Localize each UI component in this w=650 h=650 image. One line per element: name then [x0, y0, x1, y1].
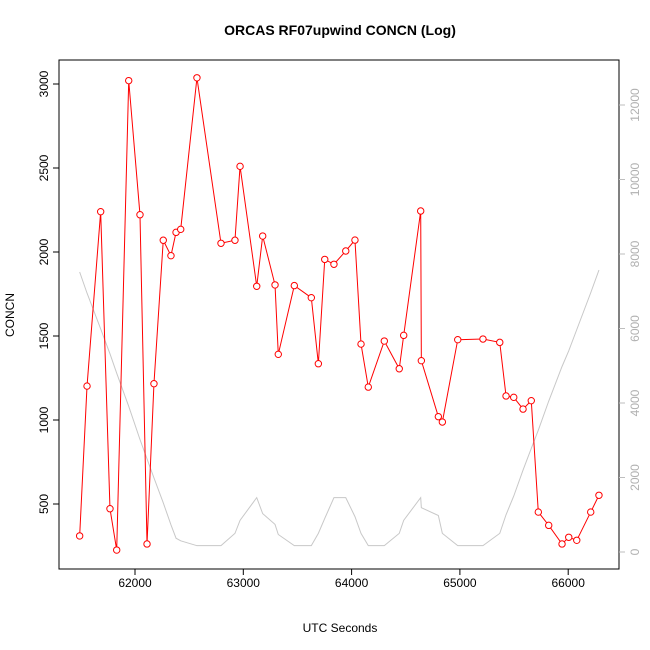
- data-point: [112, 546, 121, 554]
- data-point: [177, 225, 185, 234]
- data-point: [519, 405, 527, 413]
- x-tick-label: 63000: [227, 576, 261, 590]
- data-point: [496, 338, 504, 347]
- data-point: [351, 236, 359, 244]
- data-point: [587, 508, 595, 516]
- data-point: [502, 392, 510, 400]
- y-tick-label: 1500: [37, 322, 51, 349]
- data-point: [534, 508, 543, 516]
- y-tick-label: 3000: [37, 70, 51, 97]
- y-tick-label: 2000: [37, 238, 51, 265]
- data-point: [75, 532, 84, 540]
- data-point: [357, 340, 365, 348]
- concn-series: [75, 74, 603, 554]
- data-point: [438, 418, 447, 426]
- data-point: [342, 247, 350, 255]
- data-point: [193, 74, 201, 82]
- y2-tick-label: 8000: [628, 240, 642, 267]
- data-point: [434, 412, 443, 421]
- data-point: [399, 331, 408, 340]
- data-point: [167, 251, 175, 260]
- data-point: [150, 380, 158, 388]
- chart-title: ORCAS RF07upwind CONCN (Log): [224, 22, 456, 38]
- y-axis-left: 500 1000 1500 2000 2500 3000: [37, 70, 59, 514]
- data-point: [307, 293, 316, 302]
- y2-tick-label: 4000: [628, 389, 642, 416]
- plot-frame: [58, 59, 620, 570]
- data-point: [479, 335, 487, 343]
- secondary-line: [79, 269, 600, 547]
- data-point: [106, 505, 114, 513]
- y-tick-label: 500: [37, 494, 51, 514]
- y-tick-label: 2500: [37, 154, 51, 181]
- data-point: [417, 356, 426, 365]
- x-tick-label: 64000: [335, 576, 369, 590]
- y2-tick-label: 6000: [628, 315, 642, 342]
- x-axis-label: UTC Seconds: [303, 621, 378, 635]
- x-tick-label: 62000: [118, 576, 152, 590]
- data-point: [159, 236, 167, 244]
- data-point: [364, 383, 372, 391]
- y2-tick-label: 10000: [628, 162, 642, 196]
- data-point: [253, 282, 261, 290]
- data-point: [527, 396, 535, 405]
- x-axis: 62000 63000 64000 65000 66000: [118, 569, 585, 590]
- data-point: [321, 255, 329, 264]
- data-point: [595, 491, 603, 499]
- y2-tick-label: 0: [628, 548, 642, 555]
- x-tick-label: 65000: [443, 576, 477, 590]
- data-point: [258, 232, 267, 240]
- data-point: [125, 76, 133, 85]
- data-point: [573, 536, 581, 544]
- data-point: [454, 335, 462, 344]
- y-tick-label: 1000: [37, 406, 51, 433]
- y2-tick-label: 2000: [628, 464, 642, 491]
- x-tick-label: 66000: [552, 576, 586, 590]
- data-point: [136, 211, 144, 219]
- y-axis-label: CONCN: [3, 293, 17, 337]
- data-point: [510, 393, 518, 402]
- data-point: [380, 337, 389, 345]
- y-axis-right: 0 2000 4000 6000 8000 10000 12000: [619, 88, 642, 555]
- data-point: [236, 162, 244, 171]
- data-point: [83, 382, 91, 390]
- y2-tick-label: 12000: [628, 88, 642, 122]
- data-point: [565, 533, 573, 541]
- data-point: [395, 365, 403, 373]
- data-point: [231, 236, 239, 244]
- data-point: [290, 281, 299, 290]
- data-point: [330, 260, 338, 268]
- data-point: [274, 350, 282, 359]
- data-point: [217, 239, 225, 247]
- data-point: [416, 207, 425, 215]
- secondary-series: [79, 269, 600, 547]
- data-point: [96, 207, 105, 216]
- data-point: [558, 540, 566, 548]
- data-point: [314, 360, 323, 368]
- data-point: [143, 540, 151, 548]
- data-point: [271, 281, 279, 289]
- concn-line: [79, 77, 600, 551]
- data-point: [545, 521, 553, 530]
